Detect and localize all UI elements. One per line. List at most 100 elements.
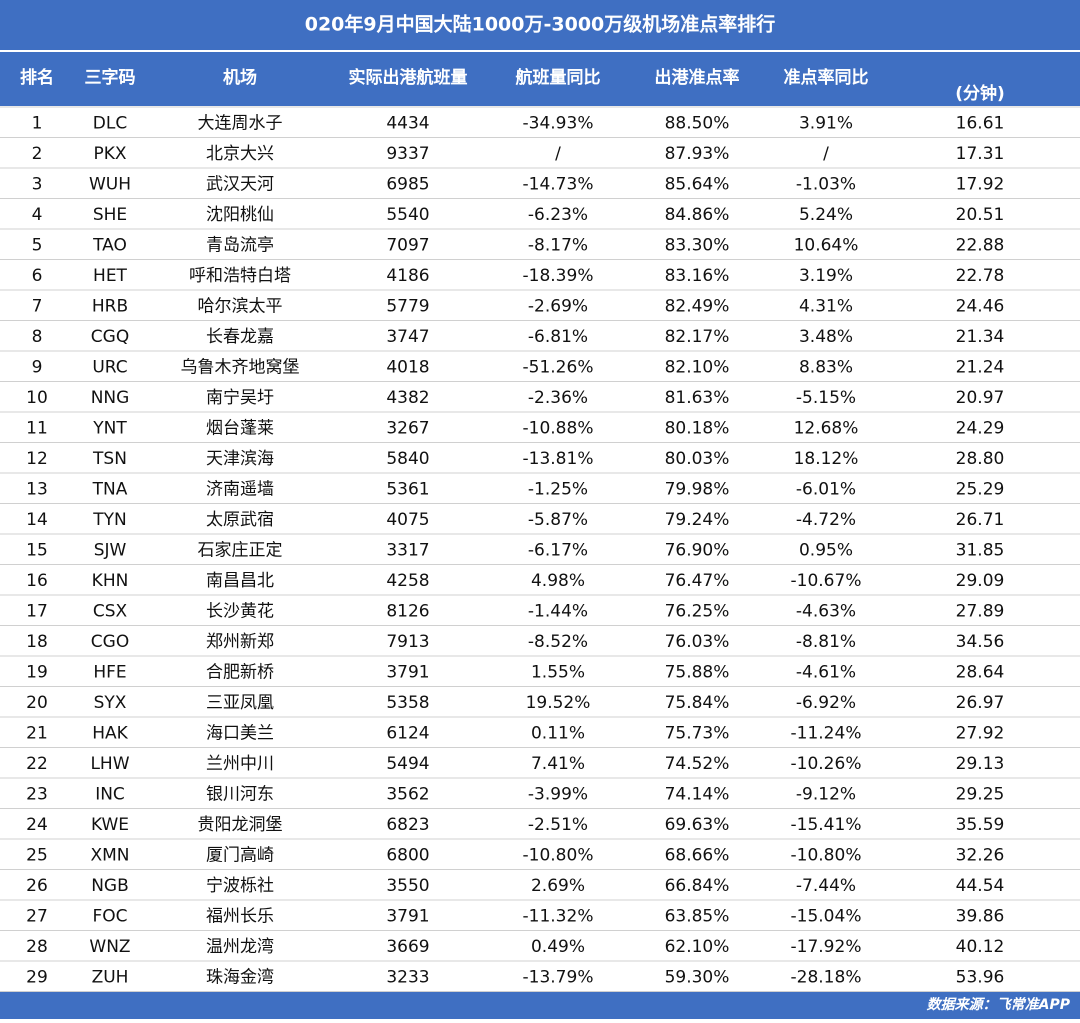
cell: HET (93, 266, 128, 286)
cell: -13.81% (523, 449, 594, 469)
cell: 青岛流亭 (206, 235, 274, 255)
cell: KWE (91, 815, 129, 835)
cell: -5.87% (528, 510, 588, 530)
cell: 35.59 (956, 815, 1005, 835)
cell: 3.91% (799, 113, 853, 133)
cell: 1.55% (531, 662, 585, 682)
cell: 7.41% (531, 754, 585, 774)
cell: 44.54 (956, 876, 1005, 896)
cell: 17 (26, 601, 48, 621)
cell: NNG (91, 388, 130, 408)
cell: -8.81% (796, 632, 856, 652)
cell: 1 (32, 113, 43, 133)
cell: 66.84% (665, 876, 730, 896)
cell: 26.97 (956, 693, 1005, 713)
cell: 郑州新郑 (206, 632, 274, 652)
cell: 5840 (386, 449, 429, 469)
cell: 14 (26, 510, 48, 530)
cell: -11.24% (791, 723, 862, 743)
cell: 26.71 (956, 510, 1005, 530)
cell: 59.30% (665, 967, 730, 987)
cell: SHE (93, 205, 127, 225)
cell: 0.49% (531, 937, 585, 957)
cell: HRB (92, 296, 128, 316)
cell: -7.44% (796, 876, 856, 896)
cell: 27.89 (956, 601, 1005, 621)
cell: 天津滨海 (206, 449, 274, 469)
cell: 17.92 (956, 174, 1005, 194)
cell: 28 (26, 937, 48, 957)
cell: 4.31% (799, 296, 853, 316)
cell: -6.01% (796, 479, 856, 499)
header-cell: 航班量同比 (516, 67, 601, 88)
cell: 8.83% (799, 357, 853, 377)
cell: 3267 (386, 418, 429, 438)
cell: 62.10% (665, 937, 730, 957)
cell: 75.84% (665, 693, 730, 713)
cell: -4.72% (796, 510, 856, 530)
cell: 5 (32, 235, 43, 255)
cell: 3747 (386, 327, 429, 347)
cell: 贵阳龙洞堡 (198, 815, 283, 835)
cell: URC (92, 357, 127, 377)
header-cell: 排名 (20, 67, 54, 88)
cell: 22 (26, 754, 48, 774)
cell: 76.03% (665, 632, 730, 652)
header-cell: 出港准点率 (655, 67, 740, 88)
cell: 福州长乐 (206, 906, 274, 926)
cell: 81.63% (665, 388, 730, 408)
cell: CGO (91, 632, 129, 652)
cell: WUH (89, 174, 131, 194)
cell: 8126 (386, 601, 429, 621)
cell: -15.04% (791, 906, 862, 926)
cell: 84.86% (665, 205, 730, 225)
cell: 10 (26, 388, 48, 408)
cell: 25.29 (956, 479, 1005, 499)
cell: 7097 (386, 235, 429, 255)
cell: 82.10% (665, 357, 730, 377)
cell: 济南遥墙 (206, 479, 274, 499)
cell: 28.64 (956, 662, 1005, 682)
cell: -2.51% (528, 815, 588, 835)
cell: 4258 (386, 571, 429, 591)
cell: 26 (26, 876, 48, 896)
cell: 6823 (386, 815, 429, 835)
cell: SJW (94, 540, 127, 560)
cell: 21 (26, 723, 48, 743)
cell: 21.34 (956, 327, 1005, 347)
cell: WNZ (89, 937, 130, 957)
cell: 76.90% (665, 540, 730, 560)
cell: 厦门高崎 (206, 845, 274, 865)
cell: 24.46 (956, 296, 1005, 316)
cell: 88.50% (665, 113, 730, 133)
header-cell: 三字码 (85, 67, 136, 88)
cell: -6.23% (528, 205, 588, 225)
cell: 9 (32, 357, 43, 377)
cell: 23 (26, 784, 48, 804)
cell: 39.86 (956, 906, 1005, 926)
cell: TSN (92, 449, 127, 469)
cell: 5358 (386, 693, 429, 713)
cell: 0.11% (531, 723, 585, 743)
cell: 18.12% (794, 449, 859, 469)
cell: / (555, 144, 561, 164)
cell: 5494 (386, 754, 429, 774)
cell: -10.80% (523, 845, 594, 865)
cell: HFE (93, 662, 126, 682)
cell: 3.48% (799, 327, 853, 347)
cell: 3 (32, 174, 43, 194)
cell: -28.18% (791, 967, 862, 987)
cell: SYX (94, 693, 127, 713)
cell: 74.14% (665, 784, 730, 804)
cell: 25 (26, 845, 48, 865)
cell: 40.12 (956, 937, 1005, 957)
cell: -17.92% (791, 937, 862, 957)
header-cell: 准点率同比 (784, 67, 869, 88)
cell: 武汉天河 (206, 174, 274, 194)
cell: FOC (92, 906, 127, 926)
cell: 温州龙湾 (206, 937, 274, 957)
cell: 4018 (386, 357, 429, 377)
cell: 2.69% (531, 876, 585, 896)
cell: CGQ (91, 327, 129, 347)
